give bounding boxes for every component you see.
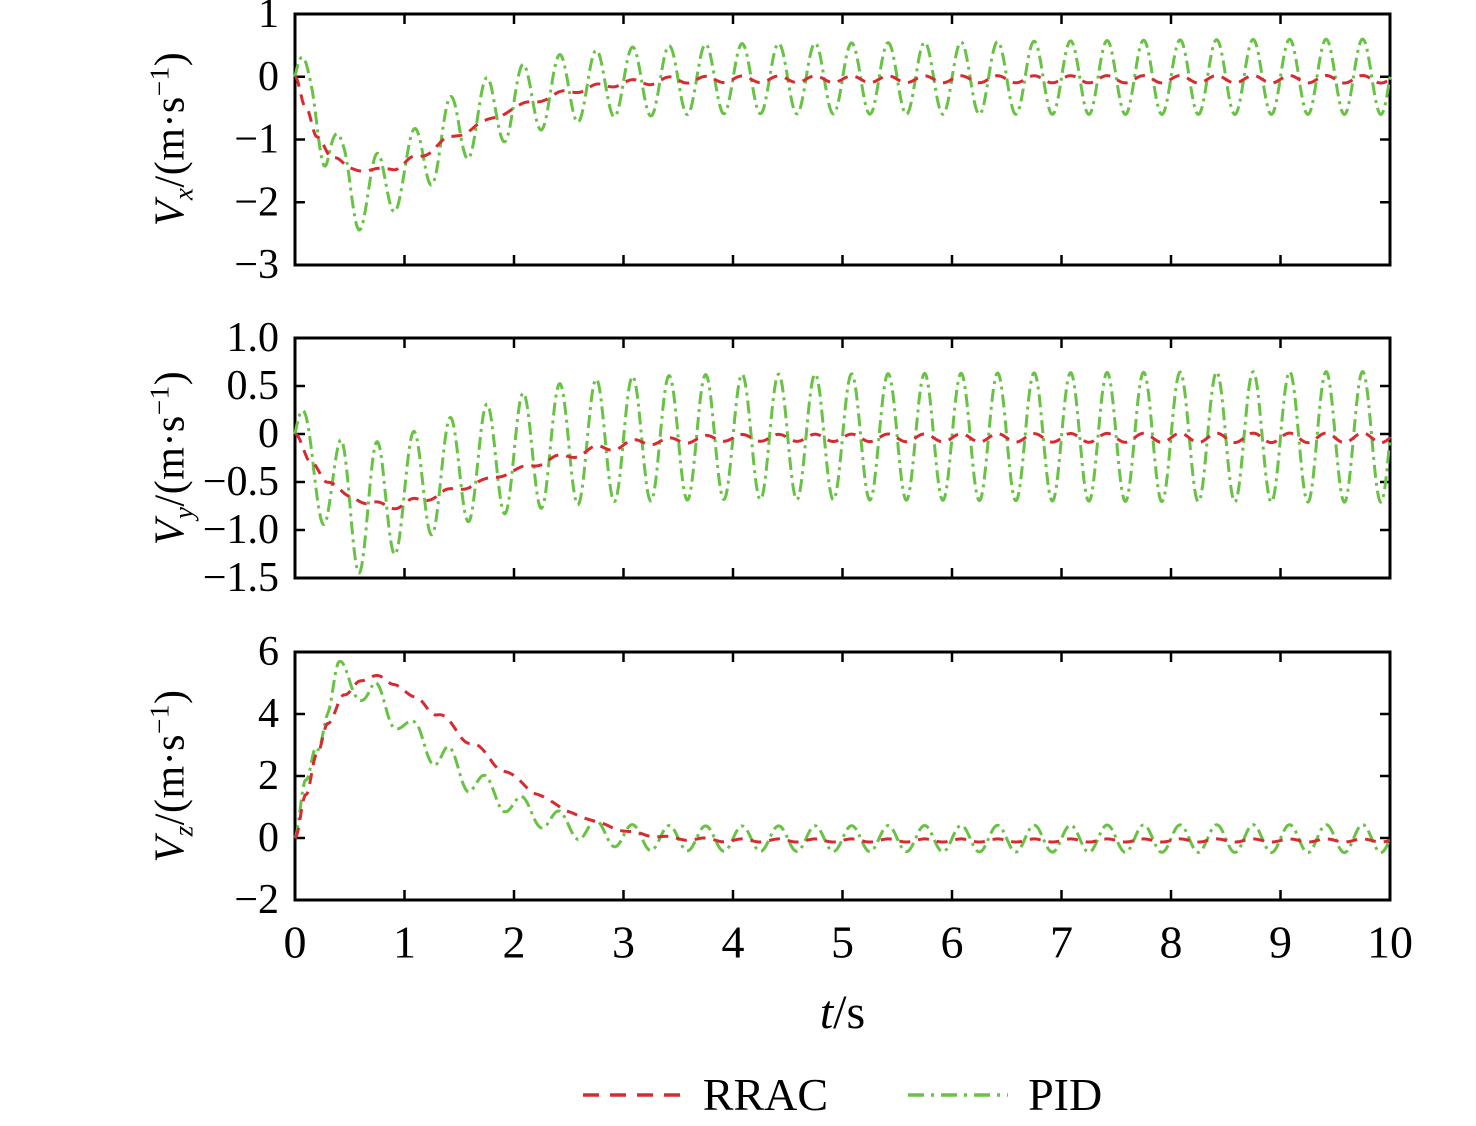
vy-axis-unit-end: ): [147, 370, 194, 386]
vz-axis-var: V: [147, 836, 194, 863]
series-pid: [293, 660, 1392, 855]
vy-axis-sub: y: [168, 506, 199, 520]
rrac-line-sample-icon: [582, 1092, 683, 1097]
x-tick-label: 10: [1367, 917, 1413, 968]
x-tick-label: 3: [612, 917, 635, 968]
x-tick-label: 2: [503, 917, 526, 968]
vz-axis-sup: −1: [144, 704, 175, 735]
x-axis-var: t: [819, 986, 834, 1039]
x-tick-label: 9: [1269, 917, 1292, 968]
vx-axis-var: V: [147, 200, 194, 227]
vz-axis-unit-end: ): [147, 689, 194, 705]
series-rrac: [294, 431, 1392, 511]
x-tick-label: 6: [941, 917, 964, 968]
y-tick-label: 0.5: [227, 363, 280, 409]
y-tick-label: −0.5: [203, 459, 279, 505]
x-tick-label: 1: [393, 917, 416, 968]
series-rrac: [294, 674, 1391, 844]
vy-axis-var: V: [147, 519, 194, 546]
y-tick-label: −1.5: [203, 555, 279, 601]
axes-box: [293, 12, 1392, 267]
y-tick-label: −2: [234, 877, 279, 923]
x-tick-label: 7: [1050, 917, 1073, 968]
y-tick-label: −2: [234, 179, 279, 225]
vz-axis-sub: z: [168, 825, 199, 837]
y-tick-label: 1: [258, 0, 279, 37]
series-pid: [293, 37, 1392, 232]
legend: RRAC PID: [295, 1068, 1390, 1121]
y-tick-label: −1.0: [203, 507, 279, 553]
vx-axis-sup: −1: [144, 66, 175, 97]
vx-axis-sub: x: [168, 187, 199, 201]
vx-axis-unit: /(m·s: [147, 96, 194, 188]
vx-plot: 1 0 −1 −2 −3: [234, 0, 1392, 288]
legend-label-pid: PID: [1028, 1069, 1103, 1120]
vy-plot: 1.00.50−0.5−1.0−1.5: [203, 315, 1392, 601]
vy-axis-unit: /(m·s: [147, 415, 194, 507]
x-axis-title: t/s: [295, 985, 1390, 1040]
y-tick-label: 2: [258, 753, 279, 799]
legend-label-rrac: RRAC: [702, 1069, 829, 1120]
x-tick-label: 0: [284, 917, 307, 968]
y-tick-label: 0: [258, 815, 279, 861]
y-tick-label: 1.0: [227, 315, 280, 361]
pid-line-sample-icon: [908, 1092, 1009, 1097]
y-tick-label: 0: [258, 411, 279, 457]
y-tick-label: 0: [258, 54, 279, 100]
vz-axis-unit: /(m·s: [147, 734, 194, 826]
legend-item-pid: PID: [908, 1068, 1102, 1121]
vx-axis-unit-end: ): [147, 51, 194, 67]
series-rrac: [294, 74, 1391, 173]
y-tick-label: −1: [234, 117, 279, 163]
x-axis-unit: /s: [833, 986, 866, 1039]
axes-box: [293, 336, 1392, 580]
x-tick-label: 4: [722, 917, 745, 968]
legend-item-rrac: RRAC: [582, 1068, 829, 1121]
y-tick-label: 4: [258, 691, 279, 737]
y-tick-label: 6: [258, 629, 279, 675]
x-tick-label: 5: [831, 917, 854, 968]
series-pid: [293, 369, 1392, 575]
vy-axis-sup: −1: [144, 385, 175, 416]
y-tick-label: −3: [234, 242, 279, 288]
x-tick-label: 8: [1160, 917, 1183, 968]
